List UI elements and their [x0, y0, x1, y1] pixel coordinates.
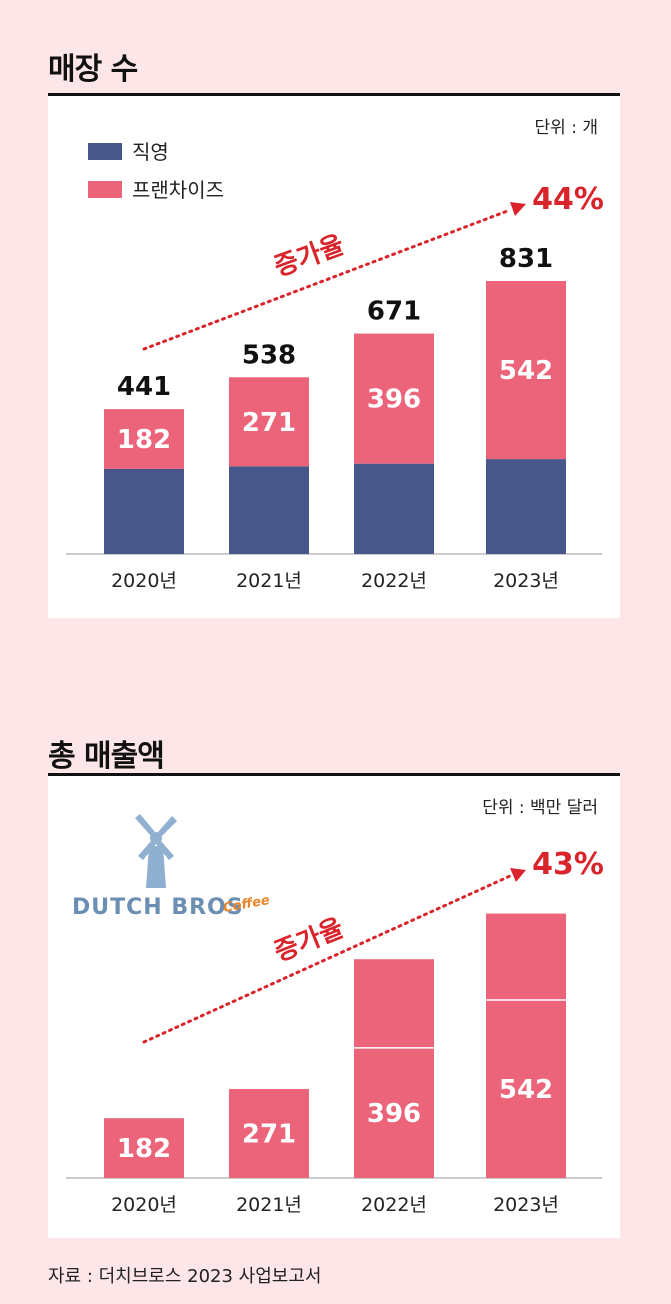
bar	[229, 1088, 309, 1178]
bar	[354, 1047, 434, 1178]
bar-value-label: 182	[117, 1134, 171, 1164]
bar-value-label: 396	[367, 1099, 421, 1129]
x-tick-label: 2021년	[236, 1194, 302, 1216]
x-tick-label: 2023년	[493, 1194, 559, 1216]
bar	[104, 1118, 184, 1178]
store-count-chart: 단위 : 개 직영 프랜차이즈 182 441 2020년 271 538 2021년 39…	[66, 118, 604, 592]
source-note: 자료 : 더치브로스 2023 사업보고서	[48, 1266, 322, 1287]
bar-label-franchise: 182	[117, 425, 171, 455]
x-tick-label: 2020년	[111, 1194, 177, 1216]
bar-label-franchise: 542	[499, 356, 553, 386]
revenue-panel: 단위 : 백만 달러 DUTCH BROS Coffee 182 2020년 271…	[48, 776, 620, 1238]
growth-label: 증가율	[270, 230, 348, 283]
growth-arrow-head	[510, 868, 526, 882]
x-tick-label: 2022년	[361, 1194, 427, 1216]
revenue-title: 총 매출액	[48, 739, 165, 774]
bar-label-franchise: 271	[242, 408, 296, 438]
bar-value-label: 271	[242, 1119, 296, 1149]
revenue-chart: 단위 : 백만 달러 DUTCH BROS Coffee 182 2020년 271…	[66, 798, 604, 1216]
bar-direct	[104, 468, 184, 554]
bar-total-label: 831	[499, 244, 553, 274]
logo-text: DUTCH BROS	[72, 895, 244, 920]
revenue-rule	[48, 773, 620, 776]
bar-franchise	[229, 377, 309, 467]
legend-label-direct: 직영	[132, 140, 169, 164]
bar-total-label: 671	[367, 297, 421, 327]
legend-label-franchise: 프랜차이즈	[132, 178, 224, 202]
bar-franchise	[354, 333, 434, 464]
x-tick-label: 2021년	[236, 570, 302, 592]
x-tick-label: 2020년	[111, 570, 177, 592]
legend-swatch-direct	[88, 143, 122, 160]
dutch-bros-logo: DUTCH BROS Coffee	[72, 814, 271, 920]
bar-franchise	[486, 281, 566, 460]
bar-direct	[486, 459, 566, 554]
bar-top-segment	[486, 913, 566, 1000]
revenue-unit: 단위 : 백만 달러	[482, 798, 598, 818]
x-tick-label: 2022년	[361, 570, 427, 592]
store-count-panel: 단위 : 개 직영 프랜차이즈 182 441 2020년 271 538 2021년 39…	[48, 96, 620, 618]
growth-arrow-line	[142, 208, 512, 351]
bar-direct	[354, 463, 434, 554]
growth-percent: 43%	[532, 847, 604, 882]
growth-label: 증가율	[270, 913, 348, 968]
bar-direct	[229, 466, 309, 554]
bar-total-label: 441	[117, 372, 171, 402]
growth-percent: 44%	[532, 182, 604, 217]
legend-swatch-franchise	[88, 181, 122, 198]
store-count-unit: 단위 : 개	[535, 118, 598, 138]
bar-total-label: 538	[242, 340, 296, 370]
growth-arrow-head	[510, 202, 526, 216]
store-count-rule	[48, 93, 620, 96]
bar-top-segment	[354, 959, 434, 1048]
store-count-title: 매장 수	[48, 52, 138, 87]
growth-arrow-line	[142, 874, 512, 1044]
bar-label-franchise: 396	[367, 385, 421, 415]
bar-value-label: 542	[499, 1075, 553, 1105]
bar	[486, 999, 566, 1178]
windmill-icon	[135, 814, 177, 888]
bar-franchise	[104, 409, 184, 469]
x-tick-label: 2023년	[493, 570, 559, 592]
